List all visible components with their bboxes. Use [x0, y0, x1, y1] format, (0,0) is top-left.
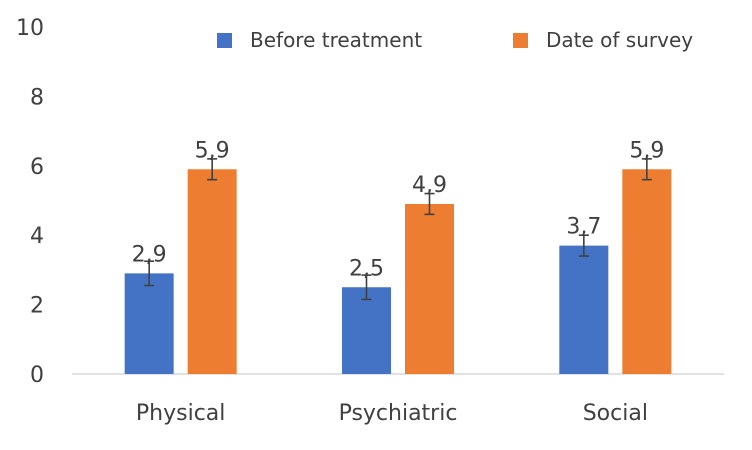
- y-tick-label-2: 4: [30, 224, 44, 249]
- data-label-2-0: 3,7: [566, 215, 601, 240]
- category-label-0: Physical: [136, 401, 226, 426]
- legend-swatch-1: [513, 33, 528, 48]
- category-label-2: Social: [583, 401, 648, 426]
- bars: 2,9 5,9 2,5 4,9 3,7 5,9: [124, 138, 672, 374]
- category-label-1: Psychiatric: [339, 401, 458, 426]
- bar-1-0: [342, 287, 391, 374]
- bar-1-1: [405, 203, 454, 374]
- data-label-2-1: 5,9: [629, 138, 664, 163]
- data-label-0-0: 2,9: [132, 242, 167, 267]
- y-axis-ticks: 0 2 4 6 8 10: [16, 16, 44, 388]
- data-label-1-1: 4,9: [412, 173, 447, 198]
- x-axis-labels: Physical Psychiatric Social: [136, 401, 648, 426]
- bar-0-1: [187, 169, 237, 374]
- y-tick-label-5: 10: [16, 16, 44, 41]
- data-label-0-1: 5,9: [195, 138, 230, 163]
- y-tick-label-3: 6: [30, 155, 44, 180]
- bar-0-0: [124, 273, 174, 374]
- legend-swatch-0: [217, 33, 232, 48]
- bar-2-1: [622, 169, 672, 374]
- data-label-1-0: 2,5: [349, 256, 384, 281]
- y-tick-label-4: 8: [30, 85, 44, 110]
- legend-label-1: Date of survey: [546, 28, 693, 52]
- y-tick-label-0: 0: [30, 363, 44, 388]
- legend-label-0: Before treatment: [250, 28, 422, 52]
- legend: Before treatment Date of survey: [217, 28, 693, 52]
- y-tick-label-1: 2: [30, 294, 44, 319]
- bar-2-0: [559, 245, 609, 374]
